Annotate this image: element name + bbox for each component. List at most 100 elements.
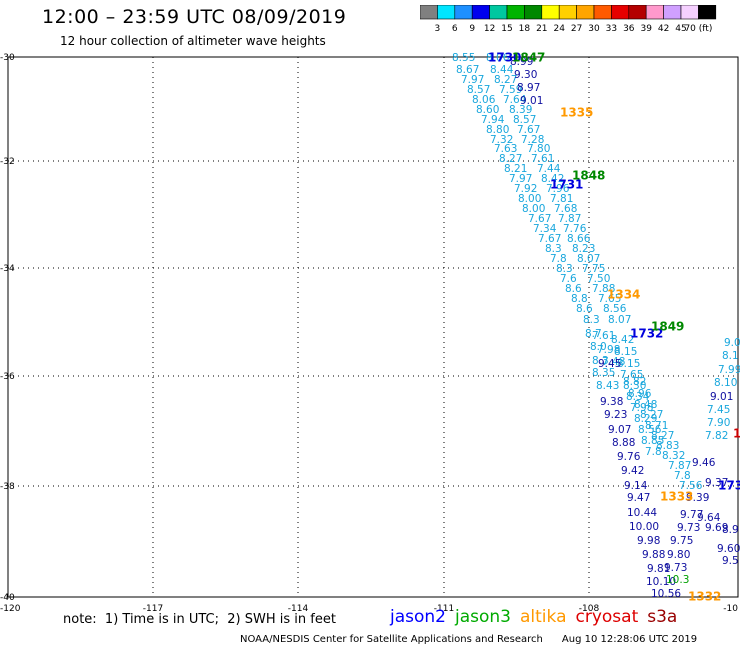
wave-height-value: 8.10: [714, 377, 737, 389]
colorbar-label: 30: [588, 24, 600, 34]
wave-height-value: 7.65: [620, 369, 643, 381]
wave-height-value: 7.80: [527, 143, 550, 155]
wave-height-value: 8.29: [634, 413, 657, 425]
wave-height-value: 7.67: [538, 233, 561, 245]
wave-height-value: 8.55: [452, 52, 475, 64]
wave-height-value: 9.42: [621, 465, 644, 477]
wave-height-value: 8.60: [476, 104, 499, 116]
wave-height-value: 8.85: [641, 435, 664, 447]
wave-height-value: 9.07: [608, 424, 631, 436]
wave-height-value: 9.98: [637, 535, 660, 547]
wave-height-value: 7.8: [550, 253, 567, 265]
wave-height-value: 8.21: [504, 163, 527, 175]
wave-height-value: 9.75: [670, 535, 693, 547]
wave-height-value: 8.07: [608, 314, 631, 326]
wave-height-value: 8.3: [583, 314, 600, 326]
wave-height-value: 9.45: [598, 358, 621, 370]
wave-height-value: 7.32: [490, 134, 513, 146]
wave-height-value: 7.99: [718, 364, 740, 376]
wave-height-value: 7.90: [707, 417, 730, 429]
colorbar-label: 27: [571, 24, 582, 34]
wave-height-value: 7.65: [598, 293, 621, 305]
colorbar-label: 33: [606, 24, 617, 34]
latitude-label: -30: [0, 53, 15, 63]
wave-height-value: 7.8: [674, 470, 691, 482]
colorbar-label: 21: [536, 24, 547, 34]
wave-height-value: 9.73: [664, 562, 687, 574]
wave-height-value: 8.71: [645, 420, 668, 432]
wave-height-value: 9.01: [710, 391, 733, 403]
wave-height-value: 9.01: [520, 95, 543, 107]
wave-height-value: 8.06: [472, 94, 496, 106]
wave-height-value: 10.56: [651, 588, 681, 600]
wave-height-value: 9.47: [627, 492, 650, 504]
wave-height-value: 9.39: [686, 492, 709, 504]
legend-jason2: jason2: [390, 607, 446, 627]
wave-height-value: 7.61: [592, 330, 615, 342]
colorbar-label: 45: [675, 24, 686, 34]
wave-height-value: 7.97: [509, 173, 532, 185]
latitude-label: -40: [0, 593, 15, 603]
wave-height-value: 8.9: [722, 524, 739, 536]
wave-height-value: 8.57: [467, 84, 490, 96]
colorbar-swatch: [698, 5, 717, 20]
wave-height-value: 10.10: [646, 576, 676, 588]
pass-time-label: 1332: [688, 590, 721, 604]
wave-height-value: 7.67: [528, 213, 551, 225]
colorbar-label: 9: [469, 24, 475, 34]
colorbar-label: 42: [658, 24, 669, 34]
wave-height-value: 7.28: [521, 134, 544, 146]
wave-height-value: 7.68: [554, 203, 577, 215]
colorbar-label: 6: [452, 24, 458, 34]
wave-height-value: 8.07: [577, 253, 600, 265]
wave-height-value: 7.44: [537, 163, 561, 175]
wave-height-value: 8.83: [656, 440, 679, 452]
wave-height-value: 7.61: [531, 153, 554, 165]
wave-height-value: 9.76: [617, 451, 641, 463]
colorbar-label: 3: [435, 24, 441, 34]
wave-height-value: 8.7: [585, 328, 602, 340]
wave-height-value: 8.3: [592, 355, 609, 367]
pass-time-label: 173: [718, 479, 740, 493]
wave-height-value: 9.46: [692, 457, 716, 469]
wave-height-value: 7.92: [514, 183, 537, 195]
wave-height-value: 8.44: [490, 64, 514, 76]
pass-time-label: 1849: [651, 320, 684, 334]
wave-height-value: 9.37: [705, 477, 728, 489]
wave-height-value: 7.8: [645, 446, 662, 458]
wave-height-value: 10.00: [629, 521, 659, 533]
wave-height-value: 7.63: [494, 143, 517, 155]
wave-height-value: 9.30: [514, 69, 537, 81]
wave-height-value: 7.6: [560, 273, 577, 285]
wave-height-value: 8.67: [456, 64, 479, 76]
wave-height-value: 8.6: [565, 283, 582, 295]
wave-height-value: 7.98: [597, 344, 620, 356]
latitude-label: -34: [0, 264, 15, 274]
wave-height-value: 8.23: [572, 243, 595, 255]
pass-time-label: 1730: [488, 51, 521, 65]
longitude-label: -111: [434, 604, 454, 614]
wave-height-value: 7.67: [517, 124, 540, 136]
wave-height-value: 8.34: [626, 391, 650, 403]
wave-height-value: 9.23: [604, 409, 627, 421]
pass-time-label: 1333: [660, 490, 693, 504]
wave-height-value: 8.15: [614, 346, 637, 358]
wave-height-value: 9.81: [647, 563, 670, 575]
wave-height-value: 7.75: [582, 263, 605, 275]
pass-time-label: 1335: [560, 106, 593, 120]
pass-time-label: 1: [733, 427, 740, 441]
wave-height-value: 8.06: [486, 52, 510, 64]
wave-height-value: 9.38: [600, 396, 623, 408]
wave-height-value: 8.8: [571, 293, 588, 305]
legend-jason3: jason3: [455, 607, 511, 627]
colorbar-label: 36: [623, 24, 635, 34]
wave-height-value: 8.30: [623, 380, 646, 392]
wave-height-value: 8.97: [517, 82, 540, 94]
wave-height-value: 9.5: [722, 555, 739, 567]
colorbar-label: 12: [484, 24, 495, 34]
wave-height-value: 8.0: [590, 341, 607, 353]
longitude-label: -10: [723, 604, 738, 614]
wave-height-value: 8.3: [545, 243, 562, 255]
wave-height-value: 8.80: [486, 124, 509, 136]
